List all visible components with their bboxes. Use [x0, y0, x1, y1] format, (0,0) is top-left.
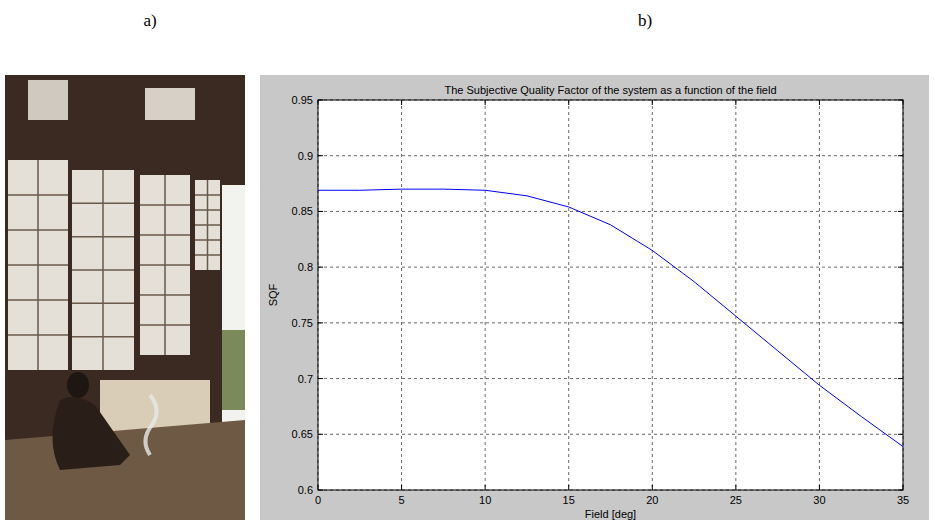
tick-mark: [318, 211, 323, 212]
tick-label: 0.65: [292, 428, 313, 440]
tick-label: 10: [479, 494, 491, 506]
photo-shoji-bar: [102, 170, 104, 370]
plot-frame: [318, 100, 903, 490]
plot-area: [318, 100, 903, 490]
photo-shoji-bar: [207, 180, 209, 270]
photo-figure: [53, 397, 131, 470]
tick-mark: [819, 485, 820, 490]
grid-line: [318, 155, 903, 156]
tick-label: 0.85: [292, 205, 313, 217]
grid-line: [318, 378, 903, 379]
photo-transom: [145, 88, 195, 120]
tick-mark: [735, 485, 736, 490]
tick-mark: [318, 322, 323, 323]
grid-line: [318, 267, 903, 268]
tick-mark: [568, 485, 569, 490]
tick-label: 5: [399, 494, 405, 506]
tick-label: 35: [897, 494, 909, 506]
tick-mark: [401, 100, 402, 105]
photo-shoji: [72, 170, 134, 370]
photo-window: [222, 185, 245, 435]
tick-mark: [819, 100, 820, 105]
grid-line: [318, 434, 903, 435]
tick-mark: [652, 100, 653, 105]
photo-shoji: [140, 175, 190, 355]
tick-mark: [318, 434, 323, 435]
tick-label: 0.8: [298, 261, 313, 273]
photo-figure: [67, 372, 89, 398]
photo-shoji: [195, 180, 220, 270]
photo-background: [5, 75, 245, 520]
tick-mark: [898, 434, 903, 435]
tick-mark: [735, 100, 736, 105]
grid-line: [318, 211, 903, 212]
tick-label: 0.75: [292, 317, 313, 329]
tick-mark: [898, 378, 903, 379]
tick-mark: [652, 485, 653, 490]
panel-label: b): [638, 11, 652, 30]
grid-line: [652, 100, 653, 490]
tick-label: 20: [646, 494, 658, 506]
data-line: [318, 189, 903, 446]
data-group: [318, 189, 903, 446]
tick-mark: [898, 211, 903, 212]
grid-line: [318, 322, 903, 323]
tick-mark: [898, 322, 903, 323]
photo: [5, 75, 245, 520]
grid-line: [735, 100, 736, 490]
tick-label: 25: [730, 494, 742, 506]
figure-background: [260, 75, 929, 520]
tick-mark: [898, 267, 903, 268]
tick-label: 0.9: [298, 150, 313, 162]
axes: 0 5 10 15 20 25 30 35 0.6 0.65 0.7 0.75 0.8 0.85 0.9 0.…: [292, 94, 910, 506]
grid-line: [568, 100, 569, 490]
tick-mark: [568, 100, 569, 105]
tick-mark: [318, 267, 323, 268]
tick-mark: [318, 378, 323, 379]
photo-garden: [222, 330, 245, 410]
grid-line: [401, 100, 402, 490]
photo-shoji: [8, 160, 68, 370]
tick-label: 0.7: [298, 373, 313, 385]
grid-line: [485, 100, 486, 490]
tick-label: 0.6: [298, 484, 313, 496]
tick-mark: [318, 155, 323, 156]
tick-mark: [485, 485, 486, 490]
photo-shoji-bar: [164, 175, 166, 355]
page: a)b)051015202530350.60.650.70.750.80.850…: [0, 0, 934, 523]
tick-mark: [898, 155, 903, 156]
photo-floor: [5, 420, 245, 520]
tick-label: 0.95: [292, 94, 313, 106]
tick-mark: [485, 100, 486, 105]
tick-label: 0: [315, 494, 321, 506]
tick-mark: [401, 485, 402, 490]
tick-label: 15: [563, 494, 575, 506]
tick-label: 30: [813, 494, 825, 506]
photo-transom: [28, 80, 68, 120]
y-axis-title: SQF: [267, 283, 279, 306]
photo-shoji-bar: [37, 160, 39, 370]
panel-label: a): [143, 11, 156, 30]
chart-title: The Subjective Quality Factor of the sys…: [445, 84, 777, 96]
x-axis-title: Field [deg]: [585, 508, 636, 520]
grid-line: [819, 100, 820, 490]
photo-smoke: [145, 395, 156, 455]
